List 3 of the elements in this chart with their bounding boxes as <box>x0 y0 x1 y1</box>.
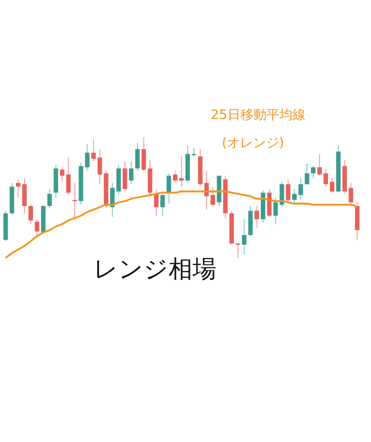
annotation: (オレンジ) <box>222 136 284 151</box>
text: 25日移動平均線 <box>210 108 306 123</box>
annotation: レンジ相場 <box>94 255 216 283</box>
